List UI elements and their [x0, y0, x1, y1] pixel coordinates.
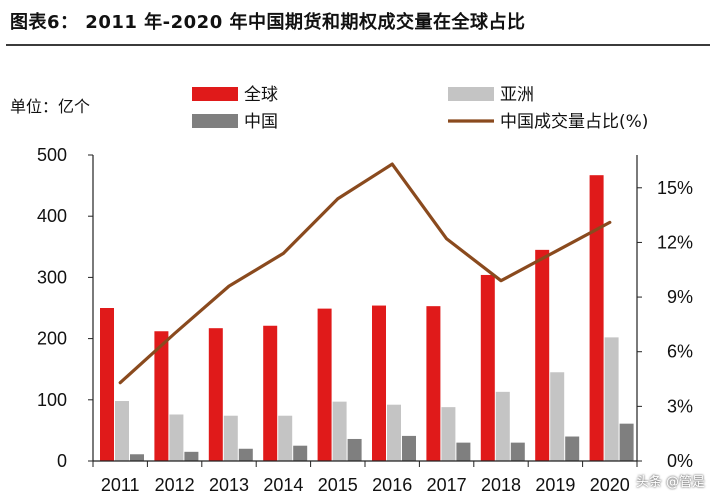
- bar-2014-china: [293, 445, 308, 461]
- share-line: [118, 162, 612, 385]
- bar-2011-china: [130, 454, 144, 461]
- right-tick-label: 9%: [667, 287, 693, 307]
- bar-2018-global: [480, 274, 495, 461]
- share-point-2018: [499, 279, 503, 282]
- right-tick-label: 3%: [667, 396, 693, 416]
- bar-2019-china: [565, 436, 580, 461]
- bar-2012-china: [184, 451, 199, 461]
- bar-2013-asia: [223, 415, 238, 461]
- bar-2018-china: [510, 442, 525, 461]
- legend-label-asia: 亚洲: [500, 85, 534, 105]
- share-point-2019: [554, 250, 557, 253]
- legend-swatch-global: [192, 87, 238, 101]
- bar-2017-global: [426, 306, 441, 461]
- chart-axes: 0 100 200 300 400 500 0% 3% 6% 9% 12% 15% 2011 2012 20…: [37, 145, 693, 495]
- legend-label-global: 全球: [244, 85, 278, 105]
- legend-swatch-china: [192, 114, 238, 128]
- bar-2019-asia: [550, 372, 565, 461]
- left-tick-label: 0: [57, 451, 67, 471]
- left-tick-label: 400: [37, 206, 67, 226]
- share-point-2013: [227, 284, 231, 288]
- bar-2011-global: [100, 308, 114, 461]
- bar-2015-global: [317, 308, 332, 461]
- bar-2015-asia: [332, 401, 347, 461]
- legend-label-china: 中国: [244, 112, 278, 132]
- bar-2020-global: [589, 175, 604, 462]
- left-tick-label: 500: [37, 145, 67, 165]
- line-series: [118, 162, 612, 385]
- share-point-2014: [282, 252, 285, 255]
- x-tick-label: 2017: [427, 475, 467, 495]
- right-tick-label: 6%: [667, 342, 693, 362]
- chart-title: 图表6： 2011 年-2020 年中国期货和期权成交量在全球占比: [10, 12, 526, 33]
- right-tick-label: 15%: [657, 178, 693, 198]
- bar-2014-global: [263, 325, 278, 461]
- bar-2019-global: [535, 249, 550, 461]
- share-point-2020: [608, 221, 611, 224]
- left-tick-label: 100: [37, 390, 67, 410]
- bar-2020-china: [619, 423, 634, 461]
- right-tick-label: 12%: [657, 232, 693, 252]
- x-tick-label: 2016: [372, 475, 412, 495]
- watermark: 头条 @管是: [635, 475, 705, 490]
- bar-2018-asia: [495, 391, 510, 461]
- x-tick-label: 2018: [481, 475, 521, 495]
- bar-2012-asia: [169, 414, 184, 461]
- bar-2016-global: [372, 305, 386, 461]
- bar-2013-china: [238, 448, 253, 461]
- bar-2012-global: [154, 331, 169, 461]
- x-tick-label: 2011: [101, 475, 140, 495]
- bar-series: [100, 175, 634, 462]
- right-tick-label: 0%: [667, 451, 693, 471]
- bar-2013-global: [208, 328, 223, 461]
- bar-2015-china: [347, 438, 362, 461]
- legend-swatch-asia: [448, 87, 494, 101]
- legend-label-china-share: 中国成交量占比(%): [500, 112, 648, 132]
- unit-label: 单位：亿个: [10, 97, 90, 116]
- x-tick-label: 2015: [318, 475, 358, 495]
- share-point-2012: [173, 332, 176, 335]
- share-point-2011: [119, 381, 122, 384]
- bar-2017-china: [456, 442, 471, 461]
- bar-2017-asia: [441, 407, 456, 461]
- share-point-2016: [391, 162, 394, 166]
- bar-2020-asia: [604, 337, 619, 461]
- bar-2016-asia: [387, 404, 401, 461]
- x-tick-label: 2019: [535, 475, 575, 495]
- x-tick-label: 2013: [209, 475, 249, 495]
- left-tick-label: 200: [37, 329, 67, 349]
- x-tick-label: 2012: [155, 475, 195, 495]
- left-tick-label: 300: [37, 267, 67, 287]
- x-tick-label: 2014: [263, 475, 303, 495]
- share-point-2017: [445, 237, 448, 240]
- bar-2016-china: [402, 435, 416, 461]
- bar-2014-asia: [278, 415, 293, 461]
- bar-2011-asia: [115, 401, 129, 461]
- share-point-2015: [336, 197, 339, 200]
- x-tick-label: 2020: [590, 475, 630, 495]
- title-divider: [6, 44, 710, 46]
